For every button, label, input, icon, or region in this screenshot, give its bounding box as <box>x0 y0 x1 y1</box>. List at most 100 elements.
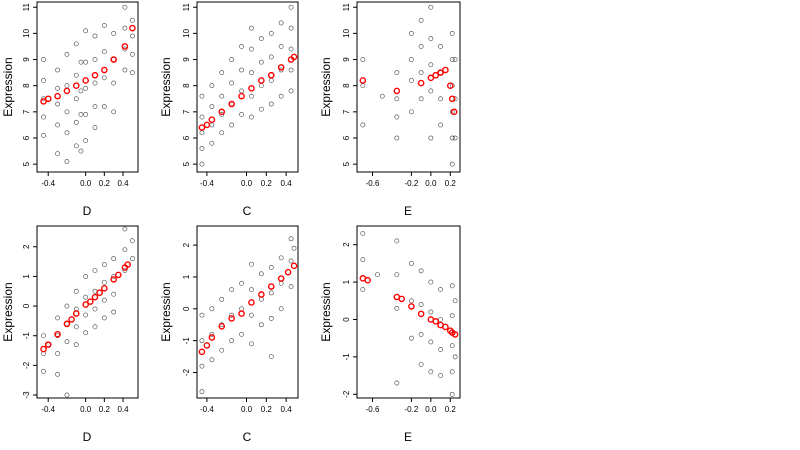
observed-point <box>418 44 424 49</box>
observed-point <box>288 67 294 73</box>
observed-point <box>219 296 225 302</box>
observed-point <box>122 247 128 253</box>
observed-point <box>409 298 414 304</box>
observed-point <box>249 70 254 76</box>
observed-point <box>83 312 89 318</box>
fitted-point <box>450 108 458 116</box>
observed-point <box>101 104 107 110</box>
fitted-point <box>258 291 265 298</box>
fitted-point <box>124 261 132 268</box>
x-tick-label: -0.6 <box>366 179 380 188</box>
observed-point <box>101 23 107 28</box>
y-tick-label: 7 <box>342 109 351 114</box>
observed-point <box>55 151 60 157</box>
observed-point <box>428 36 434 42</box>
observed-point <box>258 271 264 277</box>
y-tick-label: 11 <box>22 3 31 12</box>
y-tick-label: -2 <box>342 390 351 398</box>
y-tick-label: 8 <box>182 83 191 88</box>
fitted-point <box>437 69 444 76</box>
observed-point <box>452 135 458 141</box>
observed-point <box>229 80 235 86</box>
fitted-point <box>290 262 298 270</box>
fitted-point <box>203 121 211 129</box>
panel-bottom-right: -0.6 -0.2 0.0 0.2 -2 -1 0 1 2 E Expression <box>319 225 461 444</box>
y-tick-label: -2 <box>22 361 31 369</box>
x-tick-label: -0.4 <box>41 405 55 414</box>
y-tick-label: 7 <box>22 109 31 114</box>
y-tick-label: 5 <box>182 161 191 166</box>
y-tick-label: 0 <box>182 306 191 311</box>
observed-point <box>438 287 443 292</box>
fitted-point <box>129 24 136 32</box>
observed-point <box>229 338 235 344</box>
observed-point <box>438 317 443 322</box>
y-axis: 5 6 7 8 9 10 11 <box>182 3 197 166</box>
observed-point <box>73 288 79 294</box>
panel-top-left: -0.4 0.0 0.2 0.4 5 6 7 8 9 10 11 D Expression <box>1 1 139 218</box>
observed-point <box>92 306 98 312</box>
x-axis: -0.4 0.0 0.2 0.4 <box>200 398 292 414</box>
observed-point <box>209 357 215 363</box>
y-tick-label: 2 <box>22 244 31 249</box>
observed-point <box>111 291 117 297</box>
fitted-point <box>72 82 80 89</box>
y-axis-title: Expression <box>1 57 15 116</box>
observed-point <box>209 83 215 89</box>
observed-point <box>438 373 443 378</box>
observed-point <box>92 268 98 273</box>
observed-point <box>73 324 79 330</box>
observed-point <box>438 346 443 352</box>
observed-point <box>41 132 46 138</box>
observed-point <box>291 245 297 251</box>
observed-point <box>101 262 107 267</box>
observed-point <box>428 88 434 94</box>
observed-point <box>73 72 79 78</box>
observed-point <box>209 104 215 110</box>
observed-point <box>55 122 60 128</box>
x-tick-label: -0.4 <box>200 405 214 414</box>
plot-frame <box>36 1 139 173</box>
observed-point <box>209 140 215 146</box>
y-tick-label: 0 <box>22 303 31 308</box>
observed-point <box>219 130 225 136</box>
observed-point <box>92 324 98 330</box>
observed-point <box>64 130 70 136</box>
observed-point <box>258 322 264 328</box>
observed-point <box>288 25 294 31</box>
fitted-point <box>218 108 226 116</box>
observed-point <box>288 258 294 264</box>
fitted-point <box>110 56 117 63</box>
points-layer <box>359 4 458 167</box>
fitted-point <box>417 79 425 87</box>
observed-point <box>249 46 254 52</box>
observed-point <box>73 119 79 125</box>
observed-point <box>239 280 244 286</box>
x-axis-title: C <box>243 430 252 444</box>
observed-point <box>288 88 294 94</box>
fitted-point <box>408 303 415 310</box>
observed-point <box>452 354 458 360</box>
observed-point <box>199 161 205 167</box>
fitted-point <box>82 77 89 84</box>
x-tick-label: 0.0 <box>425 179 437 188</box>
observed-point <box>418 96 424 102</box>
x-tick-label: -0.2 <box>405 405 419 414</box>
observed-point <box>394 135 400 141</box>
observed-point <box>249 114 254 120</box>
plot-frame <box>36 225 139 399</box>
observed-point <box>278 67 284 73</box>
observed-point <box>229 287 235 293</box>
x-tick-label: 0.0 <box>425 405 437 414</box>
fitted-point <box>101 66 108 74</box>
points-layer <box>359 231 459 397</box>
observed-point <box>258 106 264 112</box>
fitted-point <box>364 276 371 284</box>
observed-point <box>428 369 434 375</box>
observed-point <box>64 109 70 115</box>
observed-point <box>288 46 294 52</box>
observed-point <box>268 101 274 107</box>
observed-point <box>101 75 107 81</box>
observed-point <box>122 226 128 232</box>
observed-point <box>129 51 135 57</box>
